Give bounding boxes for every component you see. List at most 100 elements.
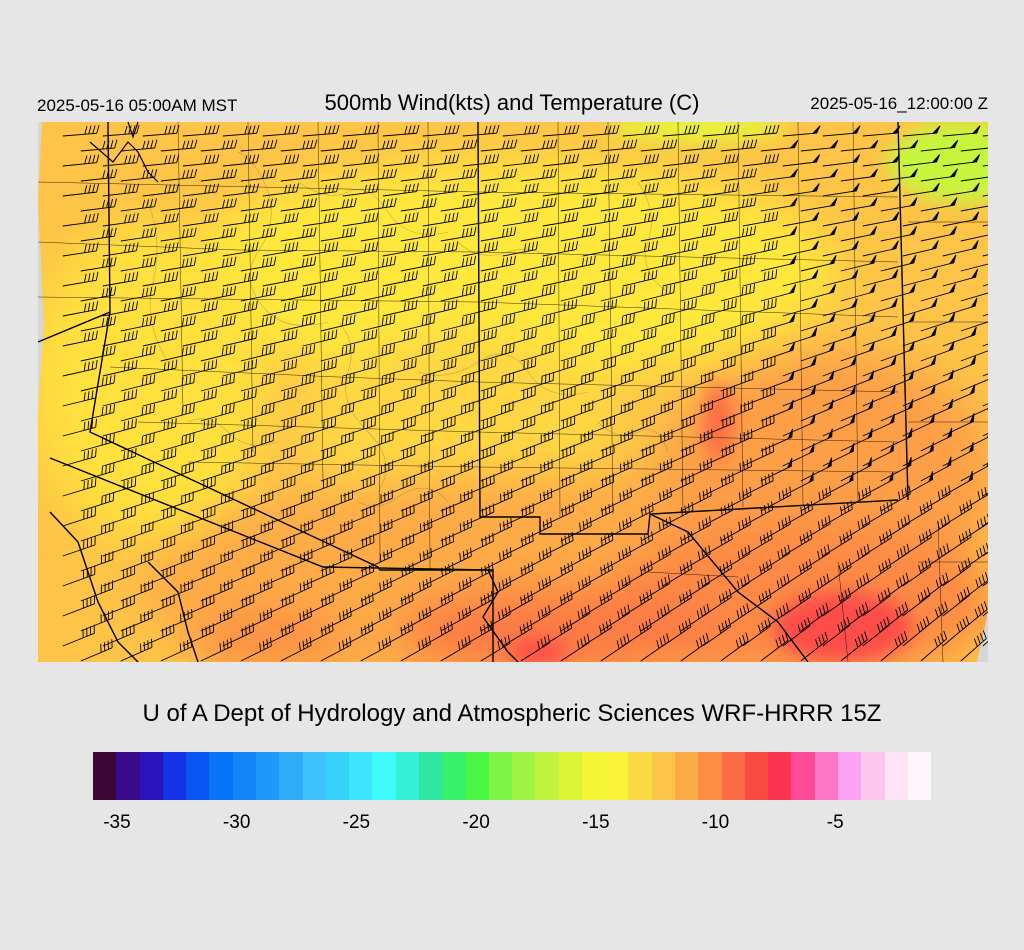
- wind-barb: [760, 313, 796, 332]
- wind-barb: [80, 198, 117, 212]
- wind-barb: [640, 633, 670, 662]
- wind-barb: [542, 328, 577, 347]
- wind-barb: [342, 621, 374, 647]
- wind-barb: [680, 487, 712, 512]
- wind-barb: [62, 213, 99, 227]
- wind-barb: [320, 402, 355, 422]
- wind-barb: [662, 153, 700, 167]
- wind-barb: [62, 330, 98, 347]
- colorbar-tick: -5: [826, 812, 844, 833]
- wind-barb: [782, 443, 815, 467]
- colorbar-tick: -15: [582, 812, 610, 833]
- wind-barb: [342, 446, 376, 467]
- colorbar-swatch: [186, 752, 210, 800]
- wind-barb: [102, 418, 137, 437]
- wind-barb: [320, 285, 356, 302]
- wind-barb: [422, 620, 453, 647]
- wind-barb: [720, 197, 757, 212]
- wind-barb: [360, 343, 395, 362]
- wind-barb: [222, 505, 256, 527]
- wind-barb: [382, 445, 416, 467]
- colorbar-swatch: [651, 752, 676, 800]
- wind-barb: [440, 606, 471, 632]
- wind-barb: [680, 341, 714, 362]
- wind-barb: [742, 211, 779, 227]
- colorbar-tick: -30: [222, 812, 251, 833]
- wind-barb: [862, 355, 897, 377]
- wind-barb: [960, 427, 988, 452]
- wind-barb: [102, 183, 140, 197]
- wind-barb: [80, 345, 116, 362]
- wind-barb: [880, 254, 917, 272]
- wind-barb: [760, 168, 798, 182]
- wind-barb: [400, 401, 434, 422]
- wind-barb: [582, 502, 614, 527]
- wind-barb: [782, 125, 821, 137]
- wind-barb: [560, 139, 598, 152]
- wind-barb: [822, 183, 860, 197]
- wind-barb: [422, 357, 457, 377]
- wind-barb: [640, 139, 678, 152]
- wind-barb: [862, 211, 900, 227]
- wind-barb: [182, 300, 218, 317]
- wind-barb: [62, 301, 99, 317]
- wind-barb: [720, 254, 756, 272]
- wind-barb: [80, 374, 116, 392]
- wind-barb: [520, 634, 551, 662]
- wind-barb: [342, 387, 377, 407]
- wind-barb: [742, 443, 775, 467]
- wind-barb: [462, 561, 494, 587]
- model-credit: U of A Dept of Hydrology and Atmospheric…: [142, 700, 882, 727]
- wind-barb: [982, 536, 988, 557]
- wind-barb: [382, 621, 414, 647]
- wind-barb: [142, 300, 178, 317]
- wind-barb: [702, 182, 739, 197]
- wind-barb: [320, 343, 356, 362]
- wind-barb: [742, 240, 778, 257]
- wind-barb: [222, 212, 259, 227]
- wind-barb: [142, 565, 175, 587]
- wind-barb: [942, 211, 980, 227]
- wind-barb: [880, 399, 914, 422]
- colorbar-swatch: [325, 752, 350, 800]
- wind-barb: [80, 403, 116, 422]
- wind-barb: [102, 506, 136, 527]
- wind-barb: [62, 154, 100, 167]
- wind-barb: [240, 344, 276, 362]
- wind-barb: [160, 227, 197, 242]
- wind-barb: [782, 617, 811, 647]
- wind-barb: [360, 460, 394, 482]
- wind-barb: [80, 609, 113, 632]
- wind-barb: [902, 182, 940, 197]
- wind-barb: [462, 532, 494, 557]
- wind-barb: [822, 327, 858, 347]
- wind-barb: [840, 197, 878, 212]
- wind-barb: [400, 343, 435, 362]
- wind-barb: [120, 168, 158, 182]
- wind-barb: [462, 124, 500, 137]
- wind-barb: [760, 226, 798, 242]
- wind-barb: [382, 299, 418, 317]
- wind-barb: [600, 633, 630, 662]
- wind-barb: [942, 240, 979, 257]
- wind-barb: [640, 574, 671, 602]
- wind-barb: [102, 536, 136, 557]
- wind-barb: [422, 416, 456, 437]
- valid-time-local: 2025-05-16 05:00AM MST: [37, 96, 238, 115]
- wind-barb: [542, 386, 576, 407]
- wind-barb: [582, 182, 619, 197]
- wind-barb: [520, 342, 555, 362]
- wind-barb: [262, 241, 299, 257]
- wind-barb: [560, 604, 591, 632]
- wind-barb: [262, 212, 299, 227]
- wind-barb: [702, 530, 733, 557]
- wind-barb: [440, 401, 474, 422]
- wind-barb: [200, 168, 238, 182]
- wind-barb: [240, 285, 276, 302]
- wind-barb: [702, 327, 737, 347]
- colorbar-swatch: [814, 752, 838, 800]
- wind-barb: [542, 502, 574, 527]
- wind-barb: [582, 269, 618, 287]
- colorbar-swatch: [93, 752, 117, 800]
- wind-barb: [382, 154, 420, 167]
